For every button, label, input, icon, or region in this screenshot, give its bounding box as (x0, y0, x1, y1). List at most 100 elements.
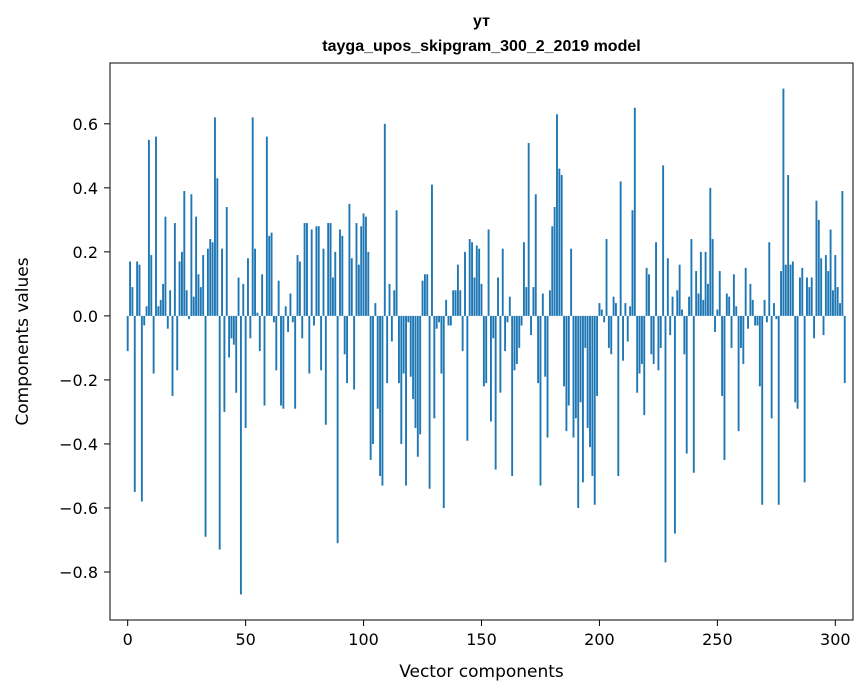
bar-50 (244, 315, 247, 428)
bar-114 (395, 210, 398, 316)
bar-163 (511, 315, 514, 476)
bar-212 (626, 315, 629, 342)
bar-36 (211, 242, 214, 316)
bar-288 (806, 277, 808, 316)
x-tick-label: 50 (235, 630, 255, 649)
bar-255 (728, 296, 731, 316)
bar-205 (610, 315, 613, 355)
bar-272 (768, 242, 771, 316)
bar-295 (822, 315, 825, 336)
bar-260 (740, 315, 742, 348)
bar-34 (206, 248, 209, 316)
bar-204 (607, 315, 610, 348)
bar-265 (751, 299, 754, 316)
bar-26 (188, 315, 190, 320)
bar-8 (145, 306, 148, 316)
bar-145 (468, 239, 471, 316)
bar-156 (494, 315, 497, 470)
bar-174 (537, 315, 540, 384)
bar-230 (669, 315, 672, 336)
bar-217 (638, 315, 641, 374)
bar-187 (567, 315, 570, 406)
bar-0 (126, 315, 129, 352)
bar-107 (379, 315, 382, 476)
bar-176 (541, 293, 544, 316)
bar-263 (747, 315, 749, 329)
bar-196 (589, 315, 591, 448)
y-tick-label: 0.6 (73, 115, 98, 134)
bar-128 (428, 315, 431, 489)
bar-213 (629, 306, 632, 316)
bar-138 (452, 290, 455, 316)
bar-247 (709, 187, 712, 316)
bar-246 (706, 283, 709, 316)
bar-97 (355, 223, 358, 316)
bar-84 (324, 315, 327, 425)
x-tick-label: 250 (702, 630, 733, 649)
bar-192 (579, 315, 582, 403)
bar-19 (171, 315, 174, 396)
bar-90 (339, 229, 341, 316)
bar-74 (301, 315, 304, 339)
bar-117 (402, 315, 405, 374)
bar-110 (386, 315, 389, 384)
bar-273 (770, 315, 773, 419)
bar-14 (159, 299, 162, 316)
bar-188 (570, 248, 573, 316)
bar-44 (230, 315, 233, 339)
bar-183 (558, 168, 561, 316)
bar-181 (553, 207, 556, 316)
bar-224 (655, 242, 657, 316)
bar-171 (530, 315, 532, 336)
bar-300 (834, 255, 837, 316)
bar-129 (431, 184, 433, 316)
bar-221 (648, 274, 650, 316)
bar-202 (603, 315, 606, 323)
bar-289 (808, 287, 811, 316)
bar-146 (471, 242, 474, 316)
bar-240 (692, 315, 695, 473)
chart-title: ут (473, 13, 490, 30)
bar-267 (756, 315, 759, 326)
bar-251 (718, 271, 721, 316)
x-axis-ticks: 0 50 100 150 200 250 300 (123, 620, 851, 649)
bar-109 (383, 123, 386, 316)
bar-60 (268, 235, 271, 316)
bar-268 (758, 315, 761, 387)
bar-47 (237, 277, 240, 316)
bar-283 (794, 315, 797, 403)
bar-121 (412, 315, 415, 400)
y-axis-label: Components values (13, 257, 33, 425)
bar-168 (523, 242, 525, 316)
bar-269 (761, 315, 764, 505)
bar-172 (532, 287, 535, 316)
bar-148 (475, 245, 478, 316)
bar-116 (400, 315, 403, 444)
bar-159 (501, 248, 504, 316)
bar-72 (296, 255, 299, 316)
bar-46 (235, 315, 238, 393)
bar-144 (466, 315, 469, 441)
bar-113 (393, 290, 396, 316)
bar-277 (780, 271, 783, 316)
bar-165 (515, 315, 518, 364)
bar-64 (277, 280, 280, 316)
bar-133 (440, 315, 443, 374)
bar-15 (162, 283, 165, 316)
bar-137 (449, 315, 452, 326)
bar-126 (423, 274, 426, 316)
bar-71 (294, 315, 297, 409)
bar-262 (744, 267, 747, 316)
bar-24 (183, 191, 186, 316)
bar-284 (796, 315, 799, 409)
bar-134 (442, 315, 445, 508)
bar-123 (416, 315, 419, 457)
bar-82 (320, 315, 323, 371)
bar-167 (520, 315, 523, 326)
bar-63 (275, 315, 278, 371)
x-tick-label: 100 (348, 630, 379, 649)
bar-140 (456, 264, 459, 316)
bar-153 (487, 229, 490, 316)
bar-292 (815, 200, 818, 316)
